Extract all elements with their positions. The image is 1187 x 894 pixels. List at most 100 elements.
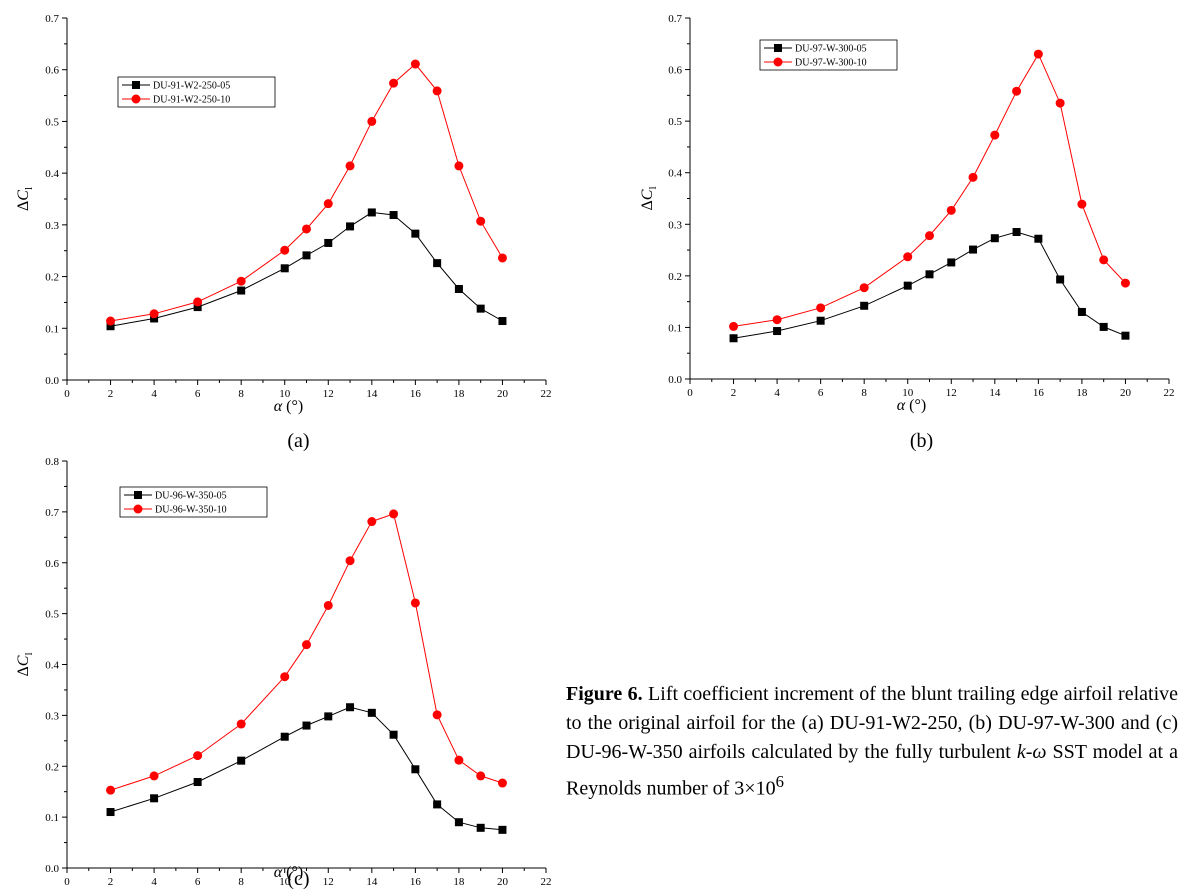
data-point-circle: [1099, 255, 1109, 265]
data-point-circle: [903, 252, 913, 262]
data-point-square: [193, 778, 202, 787]
y-tick-label: 0.5: [45, 116, 59, 128]
x-tick-label: 20: [497, 388, 509, 400]
caption-text-1: Lift coefficient increment of the blunt …: [566, 683, 1179, 763]
data-point-square: [389, 730, 398, 739]
panel-label: (a): [287, 430, 309, 452]
data-point-square: [1099, 322, 1108, 331]
data-point-square: [476, 304, 485, 313]
data-point-circle: [476, 216, 486, 226]
data-point-square: [476, 823, 485, 832]
data-point-square: [324, 238, 333, 247]
data-point-square: [773, 327, 782, 336]
x-tick-label: 0: [64, 876, 70, 888]
data-point-square: [346, 703, 355, 712]
x-tick-label: 8: [238, 388, 244, 400]
data-point-square: [106, 322, 115, 331]
x-tick-label: 2: [731, 387, 737, 399]
y-axis-label: ΔCl: [639, 186, 659, 210]
x-axis-unit: (°): [282, 398, 303, 415]
caption-model-k: k: [1016, 741, 1026, 763]
x-tick-label: 12: [323, 876, 334, 888]
data-point-circle: [1012, 86, 1022, 96]
x-tick-label: 14: [366, 876, 378, 888]
y-tick-label: 0.3: [668, 219, 682, 231]
legend-marker-circle: [131, 94, 141, 104]
y-axis-subscript: l: [647, 186, 659, 189]
x-tick-label: 6: [195, 388, 201, 400]
data-point-square: [193, 303, 202, 312]
data-point-square: [367, 208, 376, 217]
y-axis-subscript: l: [23, 187, 35, 190]
y-tick-label: 0.0: [45, 375, 59, 387]
data-point-circle: [302, 224, 311, 234]
y-axis-label: ΔCl: [15, 187, 35, 211]
y-tick-label: 0.4: [45, 660, 59, 672]
data-point-circle: [946, 205, 956, 215]
y-tick-label: 0.6: [45, 558, 59, 570]
data-point-circle: [1033, 49, 1043, 59]
data-point-circle: [345, 556, 355, 566]
data-point-square: [1121, 331, 1130, 340]
chart-a: 0 2 4 6 8 10 12 14 16 18 20 22 0.0 0.1 0.2 0.3 0.4 0.5 0.6…: [15, 13, 552, 452]
x-tick-label: 0: [64, 388, 70, 400]
data-point-circle: [410, 59, 420, 69]
data-point-square: [498, 317, 507, 326]
data-point-square: [433, 259, 442, 268]
data-point-circle: [193, 751, 203, 761]
data-point-square: [903, 281, 912, 290]
y-axis-variable: C: [15, 655, 32, 666]
data-point-circle: [106, 785, 116, 795]
legend-label: DU-91-W2-250-05: [153, 81, 230, 92]
data-point-circle: [772, 315, 782, 325]
data-point-circle: [193, 297, 203, 307]
x-axis-unit: (°): [905, 397, 926, 414]
chart-panel-c: 0 2 4 6 8 10 12 14 16 18 20 22 0.0 0.1 0.2 0.3 0.4 0.5 0.6…: [0, 445, 570, 890]
data-point-circle: [454, 755, 464, 765]
y-tick-label: 0.0: [45, 863, 59, 875]
data-point-square: [367, 708, 376, 717]
x-tick-label: 22: [541, 876, 552, 888]
data-point-circle: [1120, 278, 1130, 288]
x-tick-label: 8: [238, 876, 244, 888]
x-axis-label: α (°): [274, 398, 303, 415]
legend-box: [117, 76, 276, 108]
y-tick-label: 0.4: [668, 168, 682, 180]
caption-model-omega: ω: [1032, 741, 1047, 763]
x-tick-label: 10: [279, 876, 291, 888]
legend-marker-circle: [133, 504, 143, 514]
legend: DU-96-W-350-05 DU-96-W-350-10: [119, 486, 268, 518]
y-tick-label: 0.7: [45, 13, 59, 25]
legend-marker-square: [132, 81, 140, 89]
data-point-circle: [497, 778, 507, 788]
data-point-square: [860, 301, 869, 310]
x-tick-label: 14: [366, 388, 378, 400]
y-tick-label: 0.4: [45, 168, 59, 180]
legend-label: DU-91-W2-250-10: [153, 95, 230, 106]
data-point-circle: [410, 598, 420, 608]
caption-exponent: 6: [775, 772, 784, 791]
x-tick-label: 8: [861, 387, 867, 399]
data-point-circle: [389, 78, 399, 88]
x-tick-label: 2: [108, 388, 114, 400]
data-point-square: [237, 286, 246, 295]
data-point-square: [106, 808, 115, 817]
data-point-circle: [280, 672, 290, 682]
y-tick-label: 0.3: [45, 220, 59, 232]
data-point-circle: [729, 321, 739, 331]
x-tick-label: 20: [1120, 387, 1132, 399]
caption-model-sep: -: [1025, 741, 1033, 763]
chart-panel-a: 0 2 4 6 8 10 12 14 16 18 20 22 0.0 0.1 0.2 0.3 0.4 0.5 0.6…: [0, 0, 570, 460]
x-tick-label: 20: [497, 876, 509, 888]
data-point-circle: [367, 517, 377, 527]
legend-marker-circle: [773, 57, 783, 67]
data-point-square: [346, 222, 355, 231]
panel-label: (b): [910, 430, 933, 452]
y-tick-label: 0.2: [45, 272, 59, 284]
legend: DU-97-W-300-05 DU-97-W-300-10: [759, 39, 898, 71]
legend-marker-square: [134, 491, 142, 499]
x-tick-label: 0: [687, 387, 693, 399]
x-tick-label: 16: [410, 876, 422, 888]
x-tick-label: 4: [774, 387, 780, 399]
legend-label: DU-97-W-300-10: [795, 58, 867, 69]
